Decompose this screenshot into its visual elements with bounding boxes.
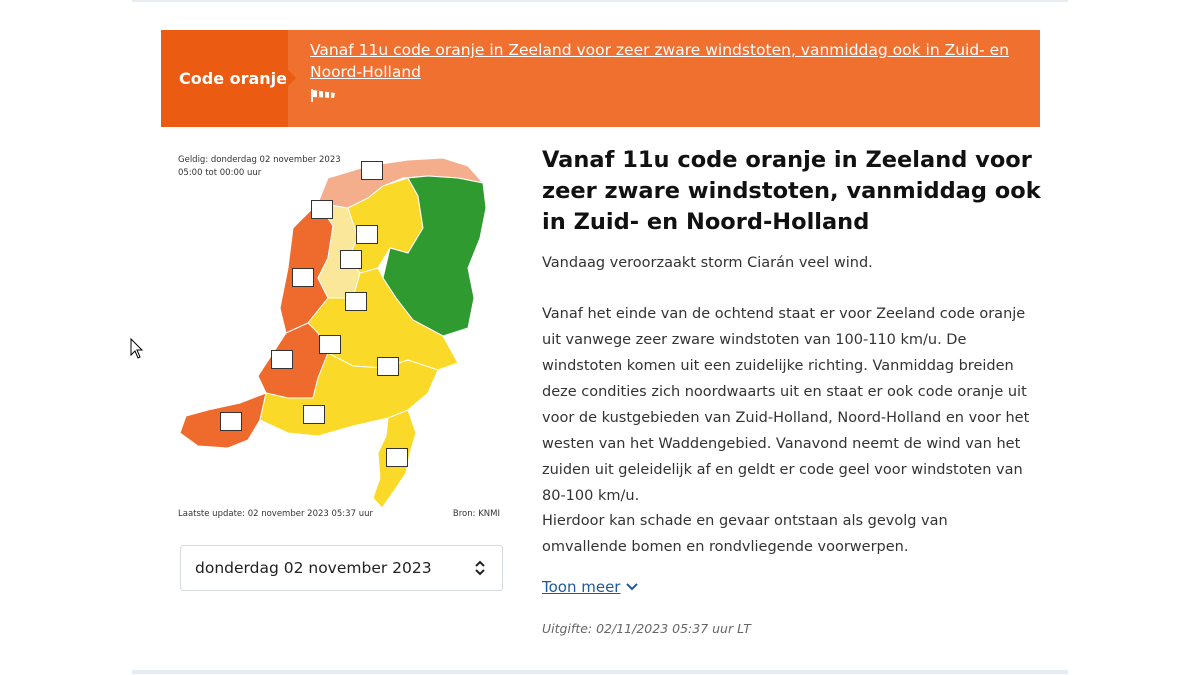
top-divider <box>132 0 1068 2</box>
banner-link[interactable]: Vanaf 11u code oranje in Zeeland voor ze… <box>310 41 1010 81</box>
windsock-icon <box>311 200 333 219</box>
updown-chevron-icon <box>475 560 485 576</box>
windsock-icon <box>361 161 383 180</box>
bottom-divider <box>132 670 1068 674</box>
windsock-icon <box>220 412 242 431</box>
article-paragraph-1: Vandaag veroorzaakt storm Ciarán veel wi… <box>542 255 873 271</box>
valid-date: Geldig: donderdag 02 november 2023 <box>178 155 341 165</box>
banner-content: Vanaf 11u code oranje in Zeeland voor ze… <box>288 30 1040 127</box>
windsock-icon <box>271 350 293 369</box>
mouse-cursor-icon <box>130 338 144 359</box>
warning-map[interactable]: Geldig: donderdag 02 november 2023 05:00… <box>168 148 508 526</box>
article-headline: Vanaf 11u code oranje in Zeeland voor ze… <box>542 147 1041 235</box>
windsock-icon <box>319 335 341 354</box>
windsock-icon <box>345 292 367 311</box>
map-source: Bron: KNMI <box>452 509 500 519</box>
windsock-icon <box>340 250 362 269</box>
date-select[interactable]: donderdag 02 november 2023 <box>180 545 503 591</box>
issued-timestamp: Uitgifte: 02/11/2023 05:37 uur LT <box>542 621 751 636</box>
code-badge: Code oranje <box>161 30 296 127</box>
windsock-icon <box>356 225 378 244</box>
windsock-icon <box>311 89 335 102</box>
windsock-icon <box>292 268 314 287</box>
region-northeast[interactable] <box>382 175 487 337</box>
article: Vanaf 11u code oranje in Zeeland voor ze… <box>542 145 1042 238</box>
article-paragraph-2: Vanaf het einde van de ochtend staat er … <box>542 306 1030 504</box>
chevron-down-icon <box>626 583 639 591</box>
windsock-icon <box>386 448 408 467</box>
show-more-label: Toon meer <box>542 578 621 596</box>
warning-banner: Code oranje Vanaf 11u code oranje in Zee… <box>161 30 1040 127</box>
valid-time: 05:00 tot 00:00 uur <box>178 168 262 178</box>
date-select-value: donderdag 02 november 2023 <box>195 559 432 577</box>
map-valid-text: Geldig: donderdag 02 november 2023 05:00… <box>178 154 341 180</box>
show-more-link[interactable]: Toon meer <box>542 578 639 596</box>
windsock-icon <box>303 405 325 424</box>
article-paragraph-3: Hierdoor kan schade en gevaar ontstaan a… <box>542 513 948 555</box>
windsock-icon <box>377 357 399 376</box>
map-last-update: Laatste update: 02 november 2023 05:37 u… <box>178 509 373 519</box>
